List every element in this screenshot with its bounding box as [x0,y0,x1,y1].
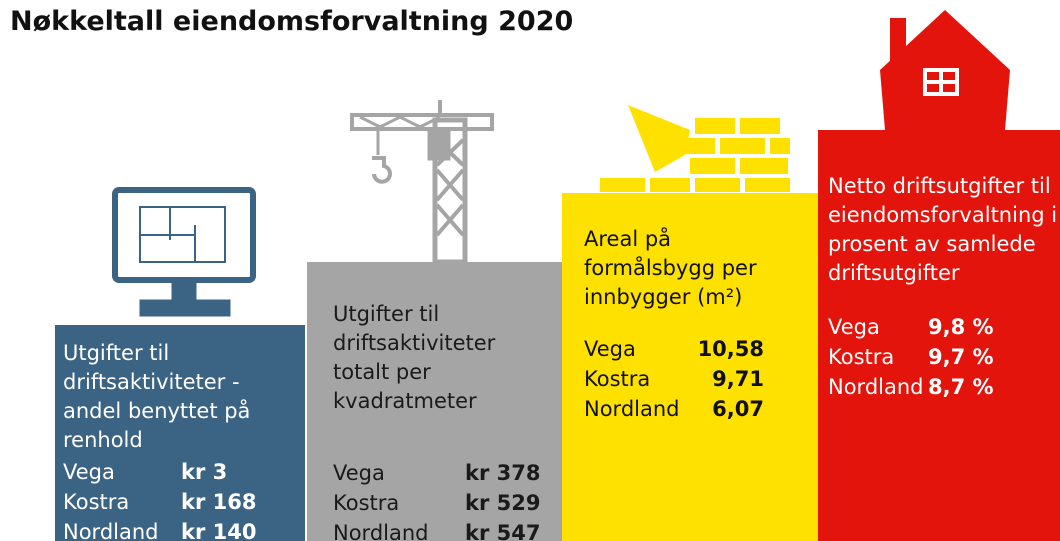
row-label: Kostra [333,488,465,518]
row-label: Vega [333,458,465,488]
panel-title: Netto driftsutgifter til eiendomsforvalt… [828,172,1060,288]
row-value: kr 378 [465,458,540,488]
row-value: kr 140 [181,517,256,541]
panel-title: Areal på formålsbygg per innbygger (m²) [584,225,784,312]
row-label: Nordland [584,394,694,424]
row-label: Nordland [333,518,465,541]
row-value: 6,07 [694,394,764,424]
row-label: Kostra [584,364,694,394]
panel-title: Utgifter til driftsaktiviteter - andel b… [63,339,273,455]
panel: Utgifter til driftsaktiviteter totalt pe… [307,262,562,541]
row-value: 10,58 [694,334,764,364]
page-title: Nøkkeltall eiendomsforvaltning 2020 [10,6,573,37]
row-value: kr 168 [181,487,256,517]
row-label: Vega [584,334,694,364]
row-value: kr 547 [465,518,540,541]
row-label: Nordland [63,517,181,541]
panel-title: Utgifter til driftsaktiviteter totalt pe… [333,300,533,416]
row-label: Kostra [63,487,181,517]
row-label: Nordland [828,372,928,402]
monitor-icon [115,190,253,316]
house-icon [880,10,1010,130]
row-value: 8,7 % [928,372,994,402]
panel: Utgifter til driftsaktiviteter - andel b… [55,325,305,541]
row-label: Vega [63,457,181,487]
panel: Areal på formålsbygg per innbygger (m²) V… [562,193,818,541]
row-value: 9,71 [694,364,764,394]
row-label: Kostra [828,342,928,372]
panel: Netto driftsutgifter til eiendomsforvalt… [818,130,1060,541]
page: Nøkkeltall eiendomsforvaltning 2020 Utgi… [0,0,1060,541]
row-value: kr 529 [465,488,540,518]
row-label: Vega [828,312,928,342]
row-value: 9,8 % [928,312,994,342]
row-value: kr 3 [181,457,227,487]
brick-icon [600,105,790,192]
crane-icon [352,100,492,262]
row-value: 9,7 % [928,342,994,372]
